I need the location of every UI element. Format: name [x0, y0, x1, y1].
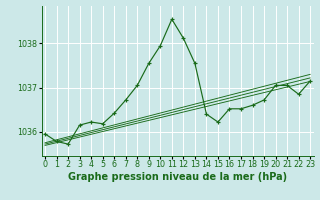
X-axis label: Graphe pression niveau de la mer (hPa): Graphe pression niveau de la mer (hPa) — [68, 172, 287, 182]
